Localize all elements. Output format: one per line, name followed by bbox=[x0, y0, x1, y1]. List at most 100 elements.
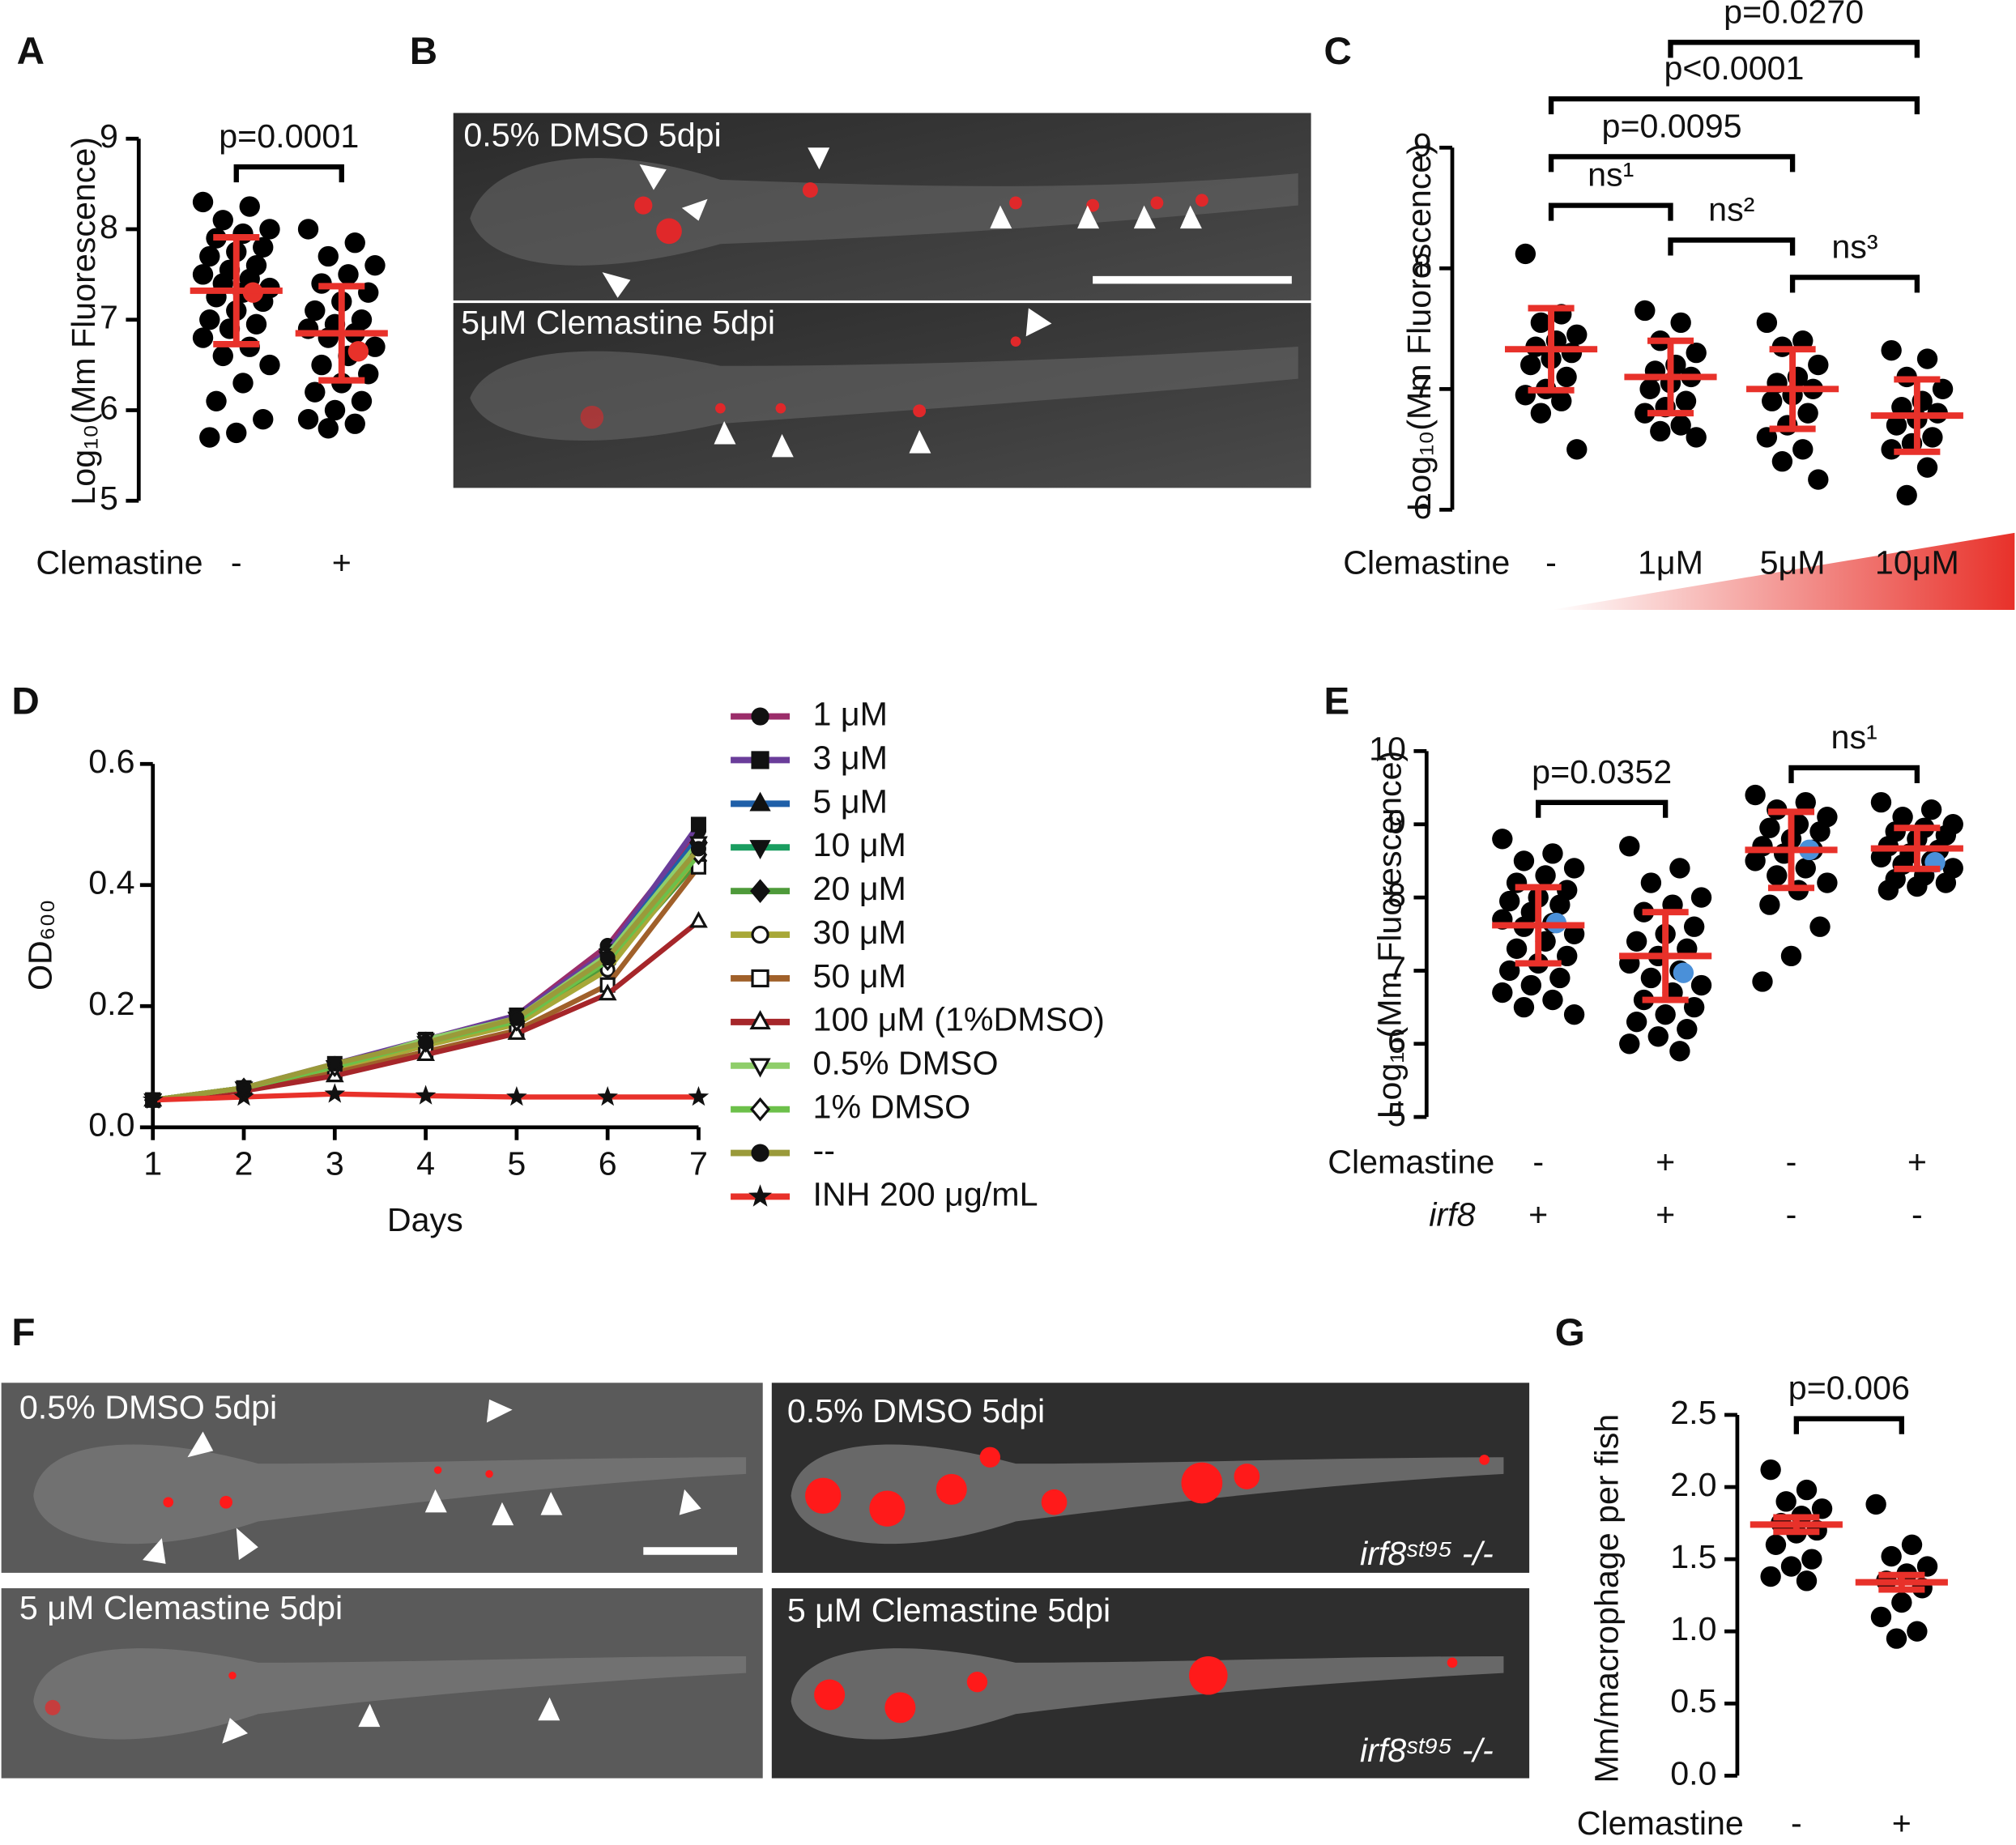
data-point bbox=[212, 210, 233, 231]
data-point bbox=[1647, 1026, 1669, 1047]
y-tick-label: 5 bbox=[1387, 1096, 1406, 1133]
data-point bbox=[1760, 1566, 1781, 1587]
data-point bbox=[1669, 858, 1690, 879]
legend-label: 100 μM (1%DMSO) bbox=[813, 1001, 1105, 1038]
series-line bbox=[152, 865, 701, 1103]
data-point bbox=[1535, 865, 1556, 886]
y-tick-label: 8 bbox=[1413, 247, 1432, 284]
y-tick-label: 6 bbox=[1387, 1023, 1406, 1060]
data-point bbox=[1690, 974, 1712, 996]
data-point bbox=[1561, 342, 1583, 364]
data-point bbox=[344, 413, 365, 434]
data-point bbox=[1640, 967, 1662, 989]
data-point bbox=[1792, 330, 1814, 352]
data-point bbox=[1752, 971, 1773, 992]
significance-bracket bbox=[1548, 96, 1920, 115]
data-point bbox=[1797, 403, 1818, 424]
data-point bbox=[212, 345, 233, 367]
data-point bbox=[1795, 858, 1816, 879]
x-tick-label: 6 bbox=[599, 1144, 617, 1182]
data-point bbox=[1499, 890, 1520, 912]
y-tick-label: 9 bbox=[100, 117, 118, 155]
image-label: 5 μM Clemastine 5dpi bbox=[19, 1589, 343, 1626]
x-tick-label: 2 bbox=[235, 1144, 254, 1182]
data-point bbox=[1566, 439, 1588, 460]
data-point bbox=[259, 219, 280, 240]
marker bbox=[749, 840, 771, 859]
data-point bbox=[305, 300, 326, 322]
data-point bbox=[1891, 1591, 1912, 1613]
marker bbox=[749, 791, 771, 812]
data-point bbox=[1756, 427, 1778, 448]
data-point bbox=[192, 264, 214, 285]
y-axis-label: Log₁₀(Mm Fluorescence) bbox=[65, 137, 102, 505]
data-point bbox=[1639, 378, 1660, 400]
series-line bbox=[152, 859, 701, 1103]
marker bbox=[748, 1184, 772, 1207]
data-point bbox=[1796, 1479, 1818, 1501]
image-label: 0.5% DMSO 5dpi bbox=[787, 1392, 1045, 1430]
legend-label: -- bbox=[813, 1131, 835, 1169]
marker bbox=[751, 925, 769, 944]
highlight-point bbox=[1673, 962, 1694, 983]
data-point bbox=[1745, 850, 1766, 871]
y-tick-label: 7 bbox=[1413, 368, 1432, 405]
y-tick-label: 9 bbox=[1413, 126, 1432, 164]
data-point bbox=[1563, 858, 1585, 879]
marker bbox=[749, 1010, 771, 1030]
data-point bbox=[232, 373, 254, 394]
image-label: 0.5% DMSO 5dpi bbox=[463, 117, 721, 154]
data-point bbox=[324, 399, 346, 421]
data-point bbox=[1492, 829, 1513, 850]
panel-b-images: 0.5% DMSO 5dpi 5μM Clemastine 5dpi B bbox=[410, 30, 1311, 488]
data-point bbox=[1809, 821, 1831, 842]
data-point bbox=[1551, 390, 1572, 411]
data-point bbox=[1619, 1033, 1640, 1055]
data-point bbox=[1795, 791, 1816, 813]
legend-label: 30 μM bbox=[813, 914, 906, 951]
marker bbox=[597, 1086, 618, 1106]
significance-label: ns¹ bbox=[1831, 718, 1877, 756]
data-point bbox=[1886, 1628, 1907, 1649]
y-tick-label: 0.0 bbox=[1670, 1754, 1716, 1792]
panel-letter: B bbox=[410, 30, 437, 73]
infection-spots bbox=[45, 1447, 1490, 1724]
highlight-point bbox=[347, 341, 369, 362]
series-line bbox=[152, 853, 701, 1103]
y-tick-label: 7 bbox=[100, 299, 118, 336]
data-point bbox=[351, 390, 373, 411]
marker bbox=[506, 1086, 527, 1106]
data-point bbox=[1935, 872, 1957, 893]
x-tick-label: + bbox=[332, 543, 352, 581]
y-tick-label: 2.5 bbox=[1670, 1394, 1716, 1431]
data-point bbox=[1901, 1534, 1923, 1555]
panel-f-images: 0.5% DMSO 5dpi 5 μM Clemastine 5dpi 0.5%… bbox=[1, 1311, 1530, 1779]
data-point bbox=[1759, 894, 1780, 915]
data-point bbox=[1756, 312, 1778, 334]
data-point bbox=[318, 245, 339, 267]
row-label: irf8 bbox=[1429, 1196, 1475, 1234]
data-point bbox=[1690, 887, 1712, 908]
data-point bbox=[1886, 415, 1907, 436]
data-point bbox=[1626, 1012, 1647, 1033]
significance-label: p=0.0270 bbox=[1724, 0, 1864, 30]
y-tick-label: 0.5 bbox=[1670, 1682, 1716, 1719]
data-point bbox=[1932, 378, 1954, 400]
arrowheads bbox=[602, 147, 1202, 458]
marker bbox=[233, 1086, 254, 1106]
data-point bbox=[1877, 880, 1899, 901]
panel-letter: C bbox=[1323, 30, 1351, 73]
x-tick-label: - bbox=[1912, 1196, 1923, 1234]
data-point bbox=[226, 422, 247, 444]
significance-bracket bbox=[1548, 154, 1796, 173]
data-point bbox=[1780, 1556, 1802, 1577]
x-tick-label: + bbox=[1528, 1196, 1548, 1234]
data-point bbox=[1870, 846, 1892, 868]
data-point bbox=[1513, 850, 1535, 871]
data-point bbox=[1870, 1606, 1892, 1628]
significance-label: ns² bbox=[1708, 190, 1754, 228]
genotype-label: irf8ˢᵗ⁹⁵ -/- bbox=[1360, 1732, 1494, 1769]
data-point bbox=[1745, 784, 1766, 806]
data-point bbox=[1542, 989, 1563, 1011]
x-tick-label: 3 bbox=[326, 1144, 344, 1182]
